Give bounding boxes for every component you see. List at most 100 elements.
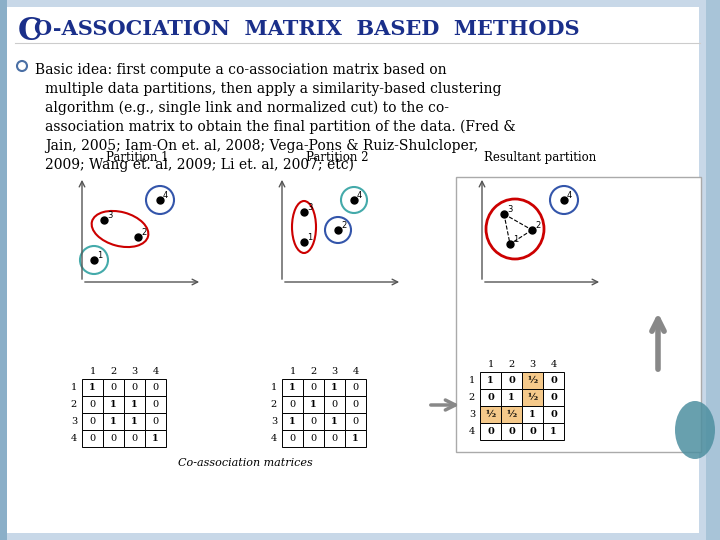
Text: Basic idea: first compute a co-association matrix based on: Basic idea: first compute a co-associati… bbox=[35, 63, 446, 77]
Text: 3: 3 bbox=[469, 410, 475, 419]
Bar bbox=[543, 372, 564, 389]
Bar bbox=[345, 413, 366, 430]
Text: 1: 1 bbox=[550, 427, 557, 436]
Text: 2: 2 bbox=[469, 393, 475, 402]
Bar bbox=[282, 413, 303, 430]
Text: 0: 0 bbox=[310, 417, 317, 426]
Bar bbox=[303, 413, 324, 430]
Text: algorithm (e.g., single link and normalized cut) to the co-: algorithm (e.g., single link and normali… bbox=[45, 101, 449, 116]
Text: 2: 2 bbox=[535, 221, 540, 230]
Text: 0: 0 bbox=[153, 417, 158, 426]
Bar bbox=[82, 430, 103, 447]
Bar bbox=[124, 430, 145, 447]
Bar bbox=[103, 396, 124, 413]
Bar bbox=[480, 423, 501, 440]
Bar bbox=[145, 430, 166, 447]
Text: 0: 0 bbox=[331, 400, 338, 409]
Ellipse shape bbox=[675, 401, 715, 459]
Bar bbox=[82, 413, 103, 430]
Text: multiple data partitions, then apply a similarity-based clustering: multiple data partitions, then apply a s… bbox=[45, 82, 502, 96]
Text: 0: 0 bbox=[310, 434, 317, 443]
Text: 0: 0 bbox=[550, 376, 557, 385]
Text: Resultant partition: Resultant partition bbox=[484, 151, 596, 164]
Text: 0: 0 bbox=[352, 400, 359, 409]
Bar bbox=[501, 406, 522, 423]
Bar bbox=[124, 413, 145, 430]
Bar bbox=[103, 430, 124, 447]
Text: 1: 1 bbox=[331, 383, 338, 392]
Text: ½: ½ bbox=[506, 410, 517, 419]
Bar bbox=[522, 389, 543, 406]
Bar bbox=[282, 430, 303, 447]
Text: 4: 4 bbox=[352, 367, 359, 376]
Text: 2009; Wang et. al, 2009; Li et. al, 2007; etc): 2009; Wang et. al, 2009; Li et. al, 2007… bbox=[45, 158, 354, 172]
Text: 0: 0 bbox=[508, 376, 515, 385]
Text: 0: 0 bbox=[132, 434, 138, 443]
Text: 2: 2 bbox=[271, 400, 277, 409]
Text: 3: 3 bbox=[331, 367, 338, 376]
Text: 0: 0 bbox=[110, 434, 117, 443]
Bar bbox=[543, 406, 564, 423]
Bar bbox=[103, 379, 124, 396]
Text: 1: 1 bbox=[71, 383, 77, 392]
Text: 4: 4 bbox=[469, 427, 475, 436]
Text: 2: 2 bbox=[341, 221, 346, 230]
Bar bbox=[324, 396, 345, 413]
Text: 1: 1 bbox=[289, 367, 296, 376]
Text: 0: 0 bbox=[132, 383, 138, 392]
Bar bbox=[145, 413, 166, 430]
Text: 1: 1 bbox=[110, 400, 117, 409]
Text: 1: 1 bbox=[289, 417, 296, 426]
Text: 1: 1 bbox=[307, 233, 312, 242]
Text: 0: 0 bbox=[352, 383, 359, 392]
Bar bbox=[345, 430, 366, 447]
Bar bbox=[145, 379, 166, 396]
Text: 0: 0 bbox=[289, 434, 296, 443]
Text: 0: 0 bbox=[331, 434, 338, 443]
Text: 4: 4 bbox=[163, 191, 168, 200]
Bar bbox=[543, 423, 564, 440]
Bar bbox=[706, 0, 720, 540]
Text: 0: 0 bbox=[89, 400, 96, 409]
Text: 3: 3 bbox=[307, 203, 312, 212]
Text: 0: 0 bbox=[352, 417, 359, 426]
Bar bbox=[480, 389, 501, 406]
Text: 3: 3 bbox=[107, 211, 112, 220]
Text: 2: 2 bbox=[71, 400, 77, 409]
Text: 3: 3 bbox=[71, 417, 77, 426]
Text: 1: 1 bbox=[310, 400, 317, 409]
Text: 1: 1 bbox=[110, 417, 117, 426]
Bar bbox=[124, 396, 145, 413]
Bar bbox=[0, 0, 7, 540]
Text: 0: 0 bbox=[550, 393, 557, 402]
Text: 4: 4 bbox=[357, 191, 362, 200]
Text: 0: 0 bbox=[289, 400, 296, 409]
Text: 1: 1 bbox=[529, 410, 536, 419]
Text: 0: 0 bbox=[153, 400, 158, 409]
Text: O-ASSOCIATION  MATRIX  BASED  METHODS: O-ASSOCIATION MATRIX BASED METHODS bbox=[34, 19, 580, 39]
Text: 4: 4 bbox=[153, 367, 158, 376]
Text: 0: 0 bbox=[529, 427, 536, 436]
Text: 1: 1 bbox=[271, 383, 277, 392]
Text: 0: 0 bbox=[310, 383, 317, 392]
Bar bbox=[282, 379, 303, 396]
Text: 4: 4 bbox=[271, 434, 277, 443]
Bar bbox=[145, 396, 166, 413]
Text: Partition 2: Partition 2 bbox=[306, 151, 368, 164]
Bar bbox=[324, 379, 345, 396]
Text: 1: 1 bbox=[331, 417, 338, 426]
Bar bbox=[345, 396, 366, 413]
Text: 0: 0 bbox=[110, 383, 117, 392]
Text: 1: 1 bbox=[487, 376, 494, 385]
Text: Partition 1: Partition 1 bbox=[106, 151, 168, 164]
Text: 3: 3 bbox=[507, 205, 513, 214]
Text: 3: 3 bbox=[271, 417, 277, 426]
Text: association matrix to obtain the final partition of the data. (Fred &: association matrix to obtain the final p… bbox=[45, 120, 516, 134]
Text: 2: 2 bbox=[310, 367, 317, 376]
Text: 2: 2 bbox=[508, 360, 515, 369]
Text: 0: 0 bbox=[153, 383, 158, 392]
Bar bbox=[324, 430, 345, 447]
Bar bbox=[303, 379, 324, 396]
Text: 1: 1 bbox=[131, 417, 138, 426]
Text: 1: 1 bbox=[352, 434, 359, 443]
